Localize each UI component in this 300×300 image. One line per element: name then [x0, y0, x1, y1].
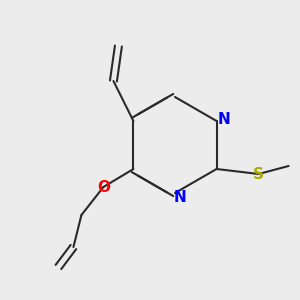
- Text: N: N: [174, 190, 186, 205]
- Text: O: O: [97, 179, 110, 194]
- Text: N: N: [217, 112, 230, 127]
- Text: S: S: [253, 167, 264, 182]
